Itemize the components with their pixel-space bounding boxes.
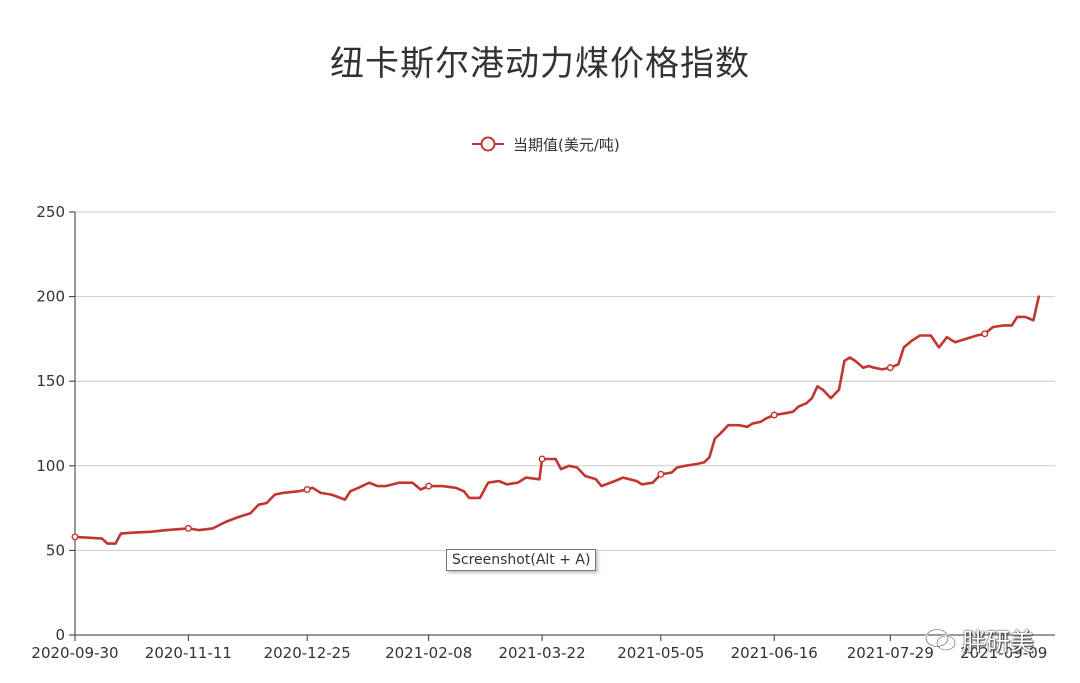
data-point [886, 364, 894, 372]
chart-title: 纽卡斯尔港动力煤价格指数 [330, 44, 750, 84]
y-tick-label: 0 [55, 626, 65, 644]
wechat-icon [924, 627, 957, 651]
watermark-text: 胖研美 [962, 628, 1034, 656]
data-point [184, 524, 192, 532]
series-line [73, 295, 1041, 545]
y-tick-label: 200 [36, 288, 65, 306]
x-tick-label: 2021-02-08 [385, 644, 472, 662]
data-point [538, 455, 546, 463]
data-point [425, 482, 433, 490]
data-point [71, 533, 79, 541]
legend[interactable]: 当期值(美元/吨) [472, 133, 620, 155]
x-tick-label: 2021-07-29 [847, 644, 934, 662]
y-tick-label: 100 [36, 457, 65, 475]
y-tick-label: 150 [36, 372, 65, 390]
watermark: 胖研美 [924, 622, 1034, 657]
x-tick-label: 2021-09-09 [960, 644, 1047, 662]
data-point [303, 485, 311, 493]
data-point [770, 411, 778, 419]
legend-label: 当期值(美元/吨) [513, 135, 620, 154]
legend-swatch [472, 136, 504, 152]
screenshot-tooltip: Screenshot(Alt + A) [446, 549, 597, 571]
x-tick-label: 2020-11-11 [145, 644, 232, 662]
y-tick-label: 250 [36, 203, 65, 221]
x-tick-label: 2021-05-05 [617, 644, 704, 662]
data-point [657, 470, 665, 478]
y-tick-label: 50 [46, 541, 65, 559]
x-tick-label: 2021-03-22 [498, 644, 585, 662]
x-tick-label: 2020-09-30 [31, 644, 118, 662]
data-point [981, 330, 989, 338]
x-tick-label: 2020-12-25 [264, 644, 351, 662]
x-tick-label: 2021-06-16 [731, 644, 818, 662]
